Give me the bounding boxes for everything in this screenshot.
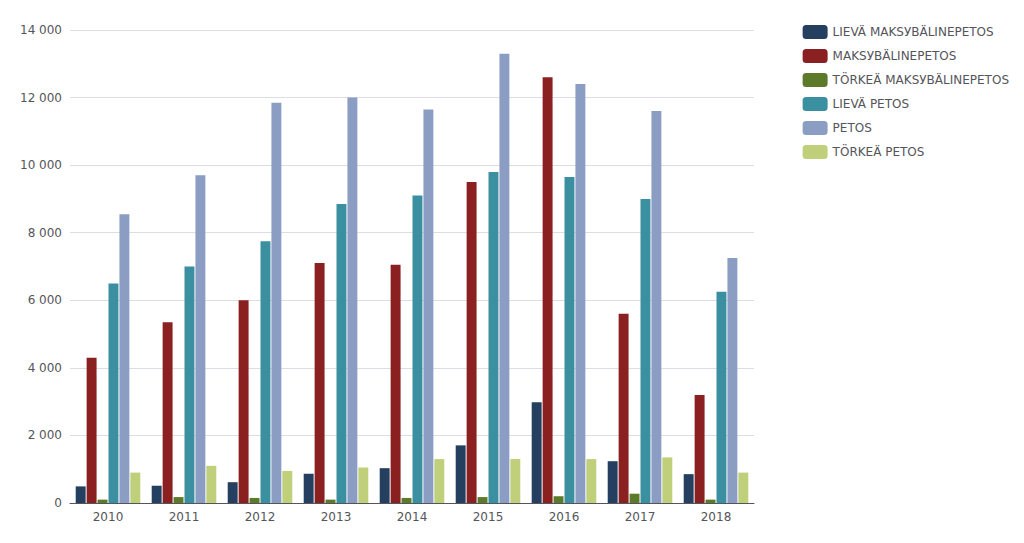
svg-text:2012: 2012 <box>245 510 276 524</box>
svg-text:LIEVÄ PETOS: LIEVÄ PETOS <box>833 96 909 111</box>
svg-text:12 000: 12 000 <box>20 91 62 105</box>
svg-text:2013: 2013 <box>321 510 352 524</box>
svg-text:8 000: 8 000 <box>28 226 62 240</box>
svg-text:14 000: 14 000 <box>20 23 62 37</box>
svg-text:2011: 2011 <box>169 510 200 524</box>
svg-text:2 000: 2 000 <box>28 428 62 442</box>
svg-text:LIEVÄ MAKSУВÄLINEPETOS: LIEVÄ MAKSУВÄLINEPETOS <box>833 24 994 39</box>
svg-text:2017: 2017 <box>625 510 656 524</box>
svg-text:TÖRKEÄ MAKSУВÄLINEPETOS: TÖRKEÄ MAKSУВÄLINEPETOS <box>832 71 1009 87</box>
svg-text:0: 0 <box>54 496 62 510</box>
svg-text:PETOS: PETOS <box>833 121 872 135</box>
svg-text:MAKSУВÄLINEPETOS: MAKSУВÄLINEPETOS <box>833 48 957 63</box>
svg-text:4 000: 4 000 <box>28 361 62 375</box>
svg-text:2016: 2016 <box>549 510 580 524</box>
svg-text:6 000: 6 000 <box>28 293 62 307</box>
svg-text:2010: 2010 <box>93 510 124 524</box>
svg-text:2015: 2015 <box>473 510 504 524</box>
svg-text:2014: 2014 <box>397 510 428 524</box>
svg-text:2018: 2018 <box>701 510 732 524</box>
svg-text:10 000: 10 000 <box>20 158 62 172</box>
svg-text:TÖRKEÄ PETOS: TÖRKEÄ PETOS <box>832 143 925 159</box>
